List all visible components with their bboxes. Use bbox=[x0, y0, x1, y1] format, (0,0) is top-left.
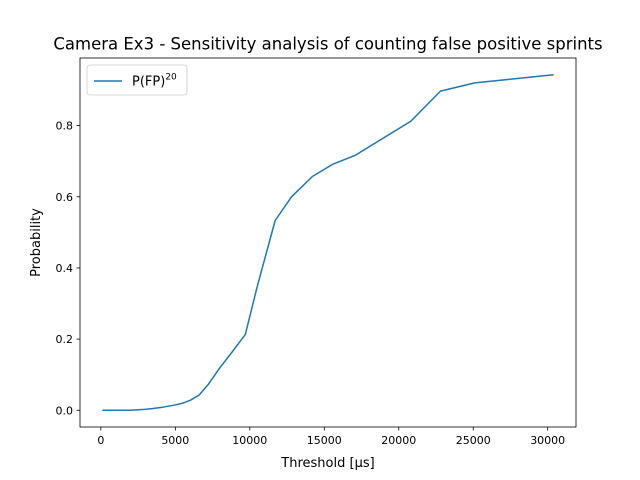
x-axis-label: Threshold [µs] bbox=[280, 456, 374, 471]
x-tick-label: 10000 bbox=[232, 434, 267, 447]
y-tick-label: 0.4 bbox=[56, 262, 74, 275]
y-tick-label: 0.6 bbox=[56, 191, 74, 204]
y-tick-label: 0.8 bbox=[56, 120, 74, 133]
legend-entry-label: P(FP) bbox=[132, 75, 165, 90]
x-tick-label: 0 bbox=[97, 434, 104, 447]
axes-frame bbox=[79, 57, 577, 428]
y-axis-ticks: 0.0 0.2 0.4 0.6 0.8 bbox=[56, 120, 80, 417]
x-axis-ticks: 0 5000 10000 15000 20000 25000 30000 bbox=[97, 427, 565, 447]
legend-entry-superscript: 20 bbox=[165, 73, 177, 83]
x-tick-label: 20000 bbox=[381, 434, 416, 447]
series-layer bbox=[102, 73, 554, 412]
y-tick-label: 0.0 bbox=[56, 404, 74, 417]
y-axis-label: Probability bbox=[29, 208, 44, 277]
x-tick-label: 15000 bbox=[307, 434, 342, 447]
legend-box bbox=[86, 64, 188, 96]
legend: P(FP)20 bbox=[86, 64, 188, 96]
series-line bbox=[102, 73, 554, 412]
x-tick-label: 25000 bbox=[456, 434, 491, 447]
chart-title: Camera Ex3 - Sensitivity analysis of cou… bbox=[53, 35, 602, 54]
x-tick-label: 30000 bbox=[530, 434, 565, 447]
legend-entry: P(FP)20 bbox=[132, 73, 177, 90]
plot-area bbox=[80, 58, 576, 427]
x-tick-label: 5000 bbox=[161, 434, 189, 447]
y-tick-label: 0.2 bbox=[56, 333, 74, 346]
